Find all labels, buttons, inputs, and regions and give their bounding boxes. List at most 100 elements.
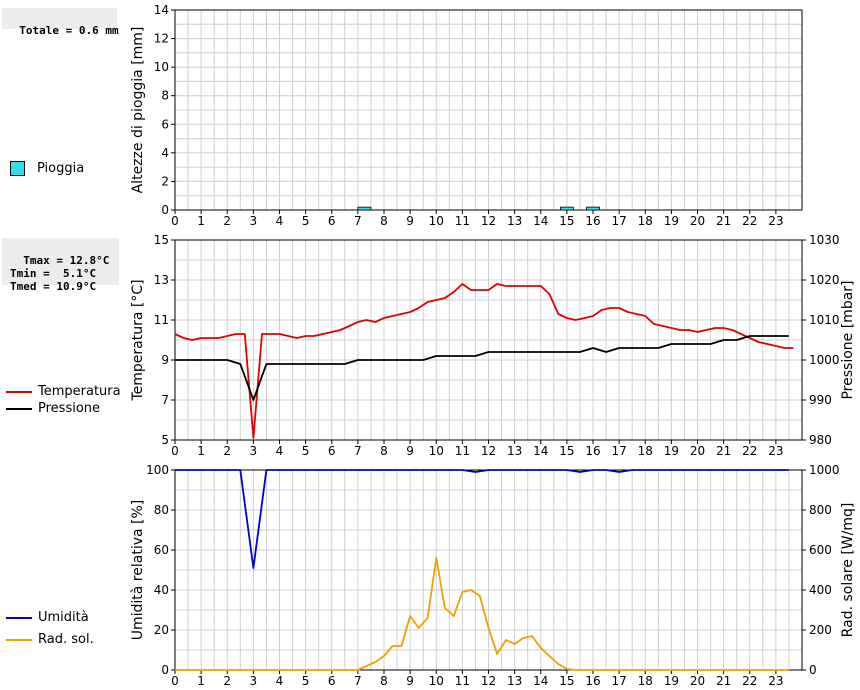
y-right-tick-label: 0 (809, 663, 817, 677)
x-tick-label: 20 (690, 444, 705, 458)
legend-item-temperatura: Temperatura (6, 384, 121, 399)
temp-stats-text: Tmax = 12.8°C Tmin = 5.1°C Tmed = 10.9°C (10, 254, 110, 293)
x-tick-label: 6 (328, 674, 336, 688)
x-tick-label: 13 (507, 214, 522, 228)
x-tick-label: 20 (690, 674, 705, 688)
y-tick-label: 20 (154, 623, 169, 637)
y-tick-label: 11 (154, 313, 169, 327)
x-tick-label: 18 (638, 674, 653, 688)
legend-label-radsol: Rad. sol. (38, 632, 94, 647)
chart-panel-1: 0 1 2 3 4 5 6 7 8 9 10 11 12 13 14 15 16 17 18 19 20 21 22 2302… (130, 3, 803, 228)
x-tick-label: 16 (585, 674, 600, 688)
x-tick-label: 10 (429, 674, 444, 688)
x-tick-label: 11 (455, 674, 470, 688)
y-tick-label: 5 (161, 433, 169, 447)
radiation-line (175, 557, 789, 671)
x-tick-label: 18 (638, 214, 653, 228)
temperature-line (174, 283, 794, 439)
x-tick-label: 19 (664, 674, 679, 688)
y-tick-label: 6 (161, 117, 169, 131)
x-tick-label: 17 (611, 444, 626, 458)
humidity-line (175, 469, 789, 569)
x-tick-label: 2 (223, 674, 231, 688)
x-tick-label: 6 (328, 444, 336, 458)
legend-label-pioggia: Pioggia (37, 161, 85, 176)
hum-line-icon (6, 616, 32, 619)
legend-item-pioggia: Pioggia (10, 161, 84, 176)
x-tick-label: 11 (455, 214, 470, 228)
x-tick-label: 2 (223, 444, 231, 458)
legend-label-umidita: Umidità (38, 610, 89, 625)
x-tick-label: 1 (197, 444, 205, 458)
rad-line-icon (6, 638, 32, 641)
y-right-axis-label: Pressione [mbar] (840, 280, 856, 399)
x-tick-label: 8 (380, 444, 388, 458)
x-tick-label: 1 (197, 214, 205, 228)
temp-stats-box: Tmax = 12.8°C Tmin = 5.1°C Tmed = 10.9°C (2, 238, 119, 293)
y-tick-label: 10 (154, 60, 169, 74)
y-right-tick-label: 400 (809, 583, 832, 597)
y-right-axis-label: Rad. solare [W/mq] (840, 503, 856, 638)
x-tick-label: 14 (533, 674, 548, 688)
y-right-tick-label: 1030 (809, 233, 840, 247)
x-tick-label: 12 (481, 674, 496, 688)
rain-bar (357, 206, 372, 211)
chart-panel-2: 0 1 2 3 4 5 6 7 8 9 10 11 12 13 14 15 16 17 18 19 20 21 22 2357… (130, 233, 856, 458)
y-tick-label: 14 (154, 3, 169, 17)
x-tick-label: 23 (768, 444, 783, 458)
x-tick-label: 15 (559, 444, 574, 458)
x-tick-label: 14 (533, 444, 548, 458)
x-tick-label: 7 (354, 444, 362, 458)
x-tick-label: 17 (611, 214, 626, 228)
x-tick-label: 3 (250, 214, 258, 228)
x-tick-label: 11 (455, 444, 470, 458)
y-right-tick-label: 600 (809, 543, 832, 557)
x-tick-label: 4 (276, 214, 284, 228)
x-tick-label: 12 (481, 444, 496, 458)
x-tick-label: 21 (716, 214, 731, 228)
x-tick-label: 22 (742, 674, 757, 688)
x-tick-label: 0 (171, 214, 179, 228)
y-tick-label: 4 (161, 146, 169, 160)
y-tick-label: 8 (161, 89, 169, 103)
y-tick-label: 0 (161, 663, 169, 677)
x-tick-label: 2 (223, 214, 231, 228)
y-right-tick-label: 800 (809, 503, 832, 517)
legend-label-temperatura: Temperatura (38, 384, 121, 399)
rain-total-box: Totale = 0.6 mm (2, 8, 119, 37)
y-axis-label: Umidità relativa [%] (130, 500, 146, 641)
y-right-tick-label: 990 (809, 393, 832, 407)
y-right-tick-label: 200 (809, 623, 832, 637)
y-tick-label: 12 (154, 32, 169, 46)
y-tick-label: 2 (161, 174, 169, 188)
x-tick-label: 22 (742, 214, 757, 228)
x-tick-label: 5 (302, 674, 310, 688)
x-tick-label: 21 (716, 674, 731, 688)
y-tick-label: 7 (161, 393, 169, 407)
x-tick-label: 21 (716, 444, 731, 458)
y-axis-label: Altezze di pioggia [mm] (130, 27, 146, 194)
x-tick-label: 9 (406, 674, 414, 688)
x-tick-label: 20 (690, 214, 705, 228)
rain-swatch-icon (10, 161, 25, 176)
chart-panel-3: 0 1 2 3 4 5 6 7 8 9 10 11 12 13 14 15 16 17 18 19 20 21 22 2302… (130, 463, 856, 688)
x-tick-label: 5 (302, 214, 310, 228)
x-tick-label: 4 (276, 674, 284, 688)
x-tick-label: 7 (354, 674, 362, 688)
x-tick-label: 23 (768, 214, 783, 228)
x-tick-label: 16 (585, 444, 600, 458)
x-tick-label: 15 (559, 214, 574, 228)
rain-bar (586, 206, 600, 211)
legend-item-radsol: Rad. sol. (6, 632, 94, 647)
y-tick-label: 80 (154, 503, 169, 517)
y-tick-label: 100 (146, 463, 169, 477)
x-tick-label: 18 (638, 444, 653, 458)
x-tick-label: 16 (585, 214, 600, 228)
y-tick-label: 9 (161, 353, 169, 367)
pressure-line (175, 335, 789, 401)
x-tick-label: 13 (507, 444, 522, 458)
x-tick-label: 23 (768, 674, 783, 688)
y-right-tick-label: 980 (809, 433, 832, 447)
x-tick-label: 22 (742, 444, 757, 458)
